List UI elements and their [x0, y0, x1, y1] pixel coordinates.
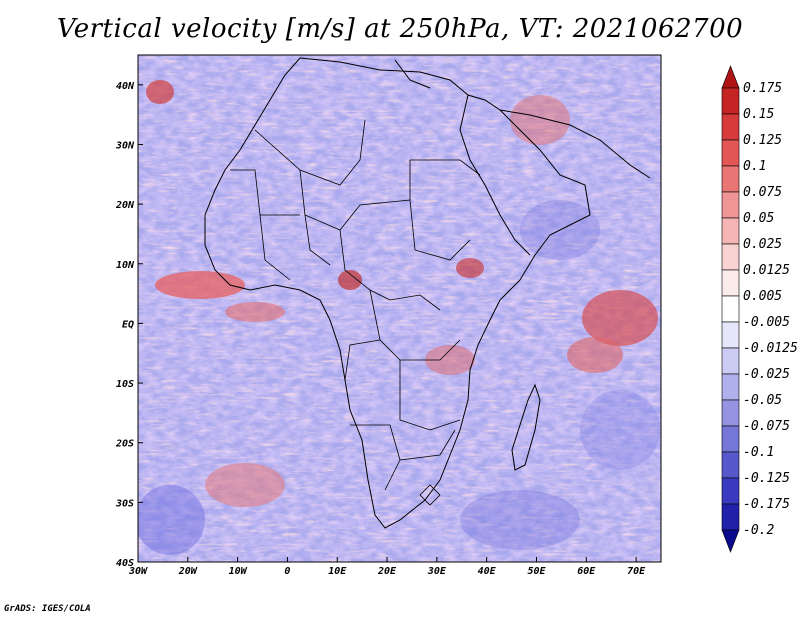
colorbar-label: 0.005: [743, 289, 782, 304]
colorbar-swatch: [721, 347, 740, 375]
colorbar-swatch: [721, 451, 740, 479]
y-tick-label: 40N: [116, 81, 135, 92]
colorbar-label: 0.15: [743, 107, 774, 122]
y-tick-label: 30N: [115, 140, 135, 151]
colorbar-swatch: [721, 217, 740, 245]
axis-ticks: 30W 20W 10W 0 10E 20E 30E 40E 50E 60E 70E 40N 30N 20N…: [115, 81, 646, 577]
x-tick-label: 60E: [577, 566, 596, 577]
colorbar-label: -0.075: [743, 419, 790, 434]
colorbar-label: 0.125: [743, 133, 782, 148]
coastlines: [204, 57, 651, 529]
colorbar-label: 0.0125: [743, 263, 790, 278]
x-tick-label: 0: [284, 566, 290, 577]
colorbar-label: -0.125: [743, 471, 790, 486]
x-tick-label: 30W: [128, 566, 148, 577]
grads-credit: GrADS: IGES/COLA: [4, 604, 91, 614]
colorbar-label: -0.1: [743, 445, 774, 460]
x-tick-label: 40E: [478, 566, 497, 577]
y-tick-label: 10N: [116, 260, 135, 271]
colorbar-swatch: [721, 87, 740, 115]
colorbar-label: -0.05: [743, 393, 782, 408]
colorbar-swatch: [721, 399, 740, 427]
colorbar-label: -0.0125: [743, 341, 798, 356]
colorbar-swatch: [721, 269, 740, 297]
colorbar-swatch: [721, 373, 740, 401]
y-tick-label: 30S: [115, 498, 134, 509]
colorbar-swatch: [721, 425, 740, 453]
colorbar-swatch: [721, 113, 740, 141]
y-tick-label: EQ: [122, 319, 134, 330]
colorbar-label: 0.025: [743, 237, 782, 252]
colorbar-label: -0.005: [743, 315, 790, 330]
x-tick-label: 20W: [178, 566, 198, 577]
y-tick-label: 10S: [116, 379, 134, 390]
colorbar: 0.175 0.15 0.125 0.1 0.075 0.05 0.025 0.0125 0.0…: [721, 65, 798, 553]
colorbar-swatch: [721, 503, 740, 531]
colorbar-label: 0.05: [743, 211, 774, 226]
colorbar-label: -0.175: [743, 497, 790, 512]
map-title: Vertical velocity [m/s] at 250hPa, VT: 2…: [56, 14, 744, 44]
colorbar-swatch: [721, 477, 740, 505]
x-tick-label: 30E: [427, 566, 447, 577]
y-tick-label: 20S: [115, 439, 134, 450]
colorbar-swatch: [721, 295, 740, 323]
y-tick-label: 20N: [115, 200, 135, 211]
map-frame: [137, 54, 662, 563]
colorbar-swatch: [721, 165, 740, 193]
colorbar-swatch: [721, 191, 740, 219]
colorbar-swatch: [721, 139, 740, 167]
velocity-field: [138, 55, 661, 562]
x-tick-label: 10W: [229, 566, 248, 577]
x-tick-label: 10E: [328, 566, 347, 577]
colorbar-swatch: [721, 65, 740, 89]
country-borders: [230, 119, 481, 506]
colorbar-label: 0.1: [743, 159, 766, 174]
colorbar-label: -0.2: [743, 523, 774, 538]
colorbar-label: -0.025: [743, 367, 790, 382]
colorbar-label: 0.075: [743, 185, 782, 200]
colorbar-swatch: [721, 529, 740, 553]
y-tick-label: 40S: [116, 558, 134, 569]
x-tick-label: 50E: [527, 566, 546, 577]
x-tick-label: 70E: [627, 566, 646, 577]
colorbar-swatch: [721, 243, 740, 271]
colorbar-swatch: [721, 321, 740, 349]
x-tick-label: 20E: [377, 566, 397, 577]
colorbar-label: 0.175: [743, 81, 782, 96]
